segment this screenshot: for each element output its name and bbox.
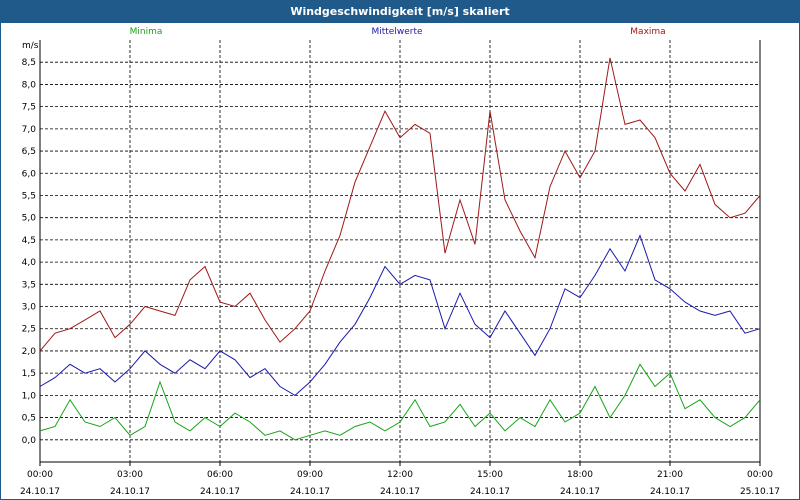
y-tick-label: 1,5 xyxy=(22,369,36,379)
y-tick-label: 6,0 xyxy=(22,169,37,179)
y-tick-label: 0,5 xyxy=(22,414,36,424)
x-tick-time-label: 06:00 xyxy=(207,470,233,480)
x-tick-date-label: 24.10.17 xyxy=(380,487,420,497)
series-line-minima xyxy=(39,363,761,441)
y-tick-label: 5,5 xyxy=(22,191,36,201)
y-tick-label: 1,0 xyxy=(22,391,37,401)
window-title: Windgeschwindigkeit [m/s] skaliert xyxy=(1,1,799,23)
x-tick-date-label: 24.10.17 xyxy=(290,487,330,497)
x-tick-time-label: 12:00 xyxy=(387,470,413,480)
series-line-maxima xyxy=(39,57,761,352)
x-tick-date-label: 24.10.17 xyxy=(560,487,600,497)
x-tick-time-label: 03:00 xyxy=(117,470,143,480)
series-line-mittelwerte xyxy=(39,234,761,397)
y-axis-label: m/s xyxy=(22,41,39,51)
y-tick-label: 4,5 xyxy=(22,236,36,246)
x-tick-time-label: 18:00 xyxy=(567,470,593,480)
y-tick-label: 5,0 xyxy=(22,214,37,224)
x-tick-date-label: 25.10.17 xyxy=(740,487,780,497)
x-tick-time-label: 00:00 xyxy=(27,470,53,480)
y-tick-label: 6,5 xyxy=(22,147,36,157)
y-tick-label: 2,5 xyxy=(22,325,36,335)
x-axis-ticks: 00:00 24.10.17 03:00 24.10.17 06:00 24.10.17 0… xyxy=(20,470,780,497)
x-tick-time-label: 21:00 xyxy=(657,470,683,480)
x-tick-time-label: 15:00 xyxy=(477,470,503,480)
x-tick-date-label: 24.10.17 xyxy=(650,487,690,497)
x-tick-time-label: 09:00 xyxy=(297,470,323,480)
legend-minima: Minima xyxy=(130,27,163,37)
x-tick-date-label: 24.10.17 xyxy=(200,487,240,497)
grid xyxy=(40,40,760,462)
y-tick-label: 7,5 xyxy=(22,103,36,113)
y-tick-label: 8,5 xyxy=(22,58,36,68)
axes xyxy=(39,40,761,466)
y-axis-ticks: 0,0 0,5 1,0 1,5 2,0 2,5 3,0 3,5 4,0 4,5 5,0 5,5 6,0 6… xyxy=(22,58,37,446)
y-tick-label: 0,0 xyxy=(22,436,37,446)
y-tick-label: 7,0 xyxy=(22,125,37,135)
legend-mittelwerte: Mittelwerte xyxy=(371,27,422,37)
y-tick-label: 4,0 xyxy=(22,258,37,268)
x-tick-date-label: 24.10.17 xyxy=(110,487,150,497)
y-tick-label: 2,0 xyxy=(22,347,37,357)
y-tick-label: 3,5 xyxy=(22,280,36,290)
y-tick-label: 3,0 xyxy=(22,303,37,313)
y-tick-label: 8,0 xyxy=(22,80,37,90)
x-tick-time-label: 00:00 xyxy=(747,470,773,480)
x-tick-date-label: 24.10.17 xyxy=(470,487,510,497)
series-lines xyxy=(39,57,761,441)
x-tick-date-label: 24.10.17 xyxy=(20,487,60,497)
legend-maxima: Maxima xyxy=(630,27,665,37)
